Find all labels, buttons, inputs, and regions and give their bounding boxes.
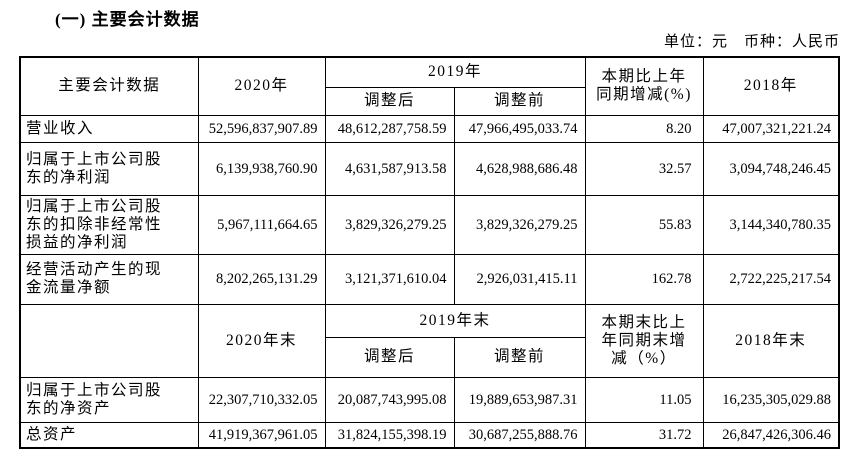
header-cell-2018-end: 2018年末: [702, 303, 840, 378]
value-cell-2019-adjusted: 20,087,743,995.08: [324, 376, 455, 423]
header-cell-2018: 2018年: [702, 56, 840, 116]
row-label-cell: 营业收入: [19, 114, 199, 143]
table-subheader-row-annual: 调整后 调整前: [20, 86, 839, 116]
value-cell-2020: 22,307,710,332.05: [197, 376, 326, 423]
table-row-net-profit-excl-nonrecurring: 归属于上市公司股东的扣除非经常性损益的净利润 5,967,111,664.65 …: [19, 194, 840, 255]
row-label-cell: 经营活动产生的现金流量净额: [19, 253, 199, 305]
value-cell-2019-before: 30,687,255,888.76: [453, 421, 586, 449]
table-row-total-assets: 总资产 41,919,367,961.05 31,824,155,398.19 …: [19, 421, 840, 449]
header-cell-change: 本期比上年同期增减(%): [584, 56, 704, 116]
header-cell-before-adjust: 调整前: [453, 336, 586, 378]
value-cell-2019-before: 2,926,031,415.11: [453, 253, 586, 305]
value-cell-change: 32.57: [584, 141, 704, 196]
table-header-row-annual: 主要会计数据 2020年 2019年 本期比上年同期增减(%) 2018年: [19, 56, 840, 116]
value-cell-change: 162.78: [584, 253, 704, 305]
value-cell-2018: 3,094,748,246.45: [702, 141, 840, 196]
value-cell-change: 8.20: [584, 114, 704, 143]
value-cell-2020: 5,967,111,664.65: [197, 194, 326, 255]
row-label-cell: 归属于上市公司股东的扣除非经常性损益的净利润: [19, 194, 199, 255]
value-cell-2018: 16,235,305,029.88: [702, 376, 840, 423]
value-cell-2018: 47,007,321,221.24: [702, 114, 840, 143]
header-cell-adjusted: 调整后: [324, 86, 455, 116]
value-cell-2019-adjusted: 48,612,287,758.59: [324, 114, 455, 143]
table-row-revenue: 营业收入 52,596,837,907.89 48,612,287,758.59…: [19, 114, 840, 143]
table-header-row-yearend: 2020年末 2019年末 本期末比上年同期末增减（%） 2018年末: [19, 303, 840, 378]
value-cell-2019-adjusted: 3,829,326,279.25: [324, 194, 455, 255]
section-title: (一) 主要会计数据: [55, 10, 200, 29]
value-cell-2019-before: 47,966,495,033.74: [453, 114, 586, 143]
header-cell-2019-end: 2019年末: [324, 303, 586, 338]
value-cell-2019-before: 3,829,326,279.25: [453, 194, 586, 255]
value-cell-2019-before: 19,889,653,987.31: [453, 376, 586, 423]
row-label-cell: 归属于上市公司股东的净利润: [19, 141, 199, 196]
value-cell-2020: 52,596,837,907.89: [197, 114, 326, 143]
value-cell-2020: 6,139,938,760.90: [197, 141, 326, 196]
value-cell-2018: 3,144,340,780.35: [702, 194, 840, 255]
value-cell-2018: 2,722,225,217.54: [702, 253, 840, 305]
value-cell-2020: 41,919,367,961.05: [197, 421, 326, 449]
value-cell-2019-adjusted: 3,121,371,610.04: [324, 253, 455, 305]
accounting-data-table: 主要会计数据 2020年 2019年 本期比上年同期增减(%) 2018年 调整…: [19, 56, 840, 449]
table-row-net-profit: 归属于上市公司股东的净利润 6,139,938,760.90 4,631,587…: [19, 141, 840, 196]
value-cell-change: 55.83: [584, 194, 704, 255]
value-cell-2019-before: 4,628,988,686.48: [453, 141, 586, 196]
row-label-cell: 归属于上市公司股东的净资产: [19, 376, 199, 423]
value-cell-2020: 8,202,265,131.29: [197, 253, 326, 305]
row-label-cell: 总资产: [19, 421, 199, 449]
header-cell-empty: [19, 303, 199, 378]
table-row-net-assets: 归属于上市公司股东的净资产 22,307,710,332.05 20,087,7…: [19, 376, 840, 423]
value-cell-change: 11.05: [584, 376, 704, 423]
header-cell-adjusted: 调整后: [324, 336, 455, 378]
value-cell-2019-adjusted: 4,631,587,913.58: [324, 141, 455, 196]
value-cell-change: 31.72: [584, 421, 704, 449]
value-cell-2019-adjusted: 31,824,155,398.19: [324, 421, 455, 449]
header-cell-2020-end: 2020年末: [197, 303, 326, 378]
header-cell-2020: 2020年: [197, 56, 326, 116]
header-cell-change-end: 本期末比上年同期末增减（%）: [584, 303, 704, 378]
header-cell-main-label: 主要会计数据: [19, 56, 199, 116]
header-cell-before-adjust: 调整前: [453, 86, 586, 116]
table-row-operating-cash-flow: 经营活动产生的现金流量净额 8,202,265,131.29 3,121,371…: [19, 253, 840, 305]
header-cell-2019: 2019年: [324, 56, 586, 88]
value-cell-2018: 26,847,426,306.46: [702, 421, 840, 449]
table-subheader-row-yearend: 调整后 调整前: [20, 336, 839, 378]
unit-currency-note: 单位：元 币种：人民币: [663, 34, 840, 50]
